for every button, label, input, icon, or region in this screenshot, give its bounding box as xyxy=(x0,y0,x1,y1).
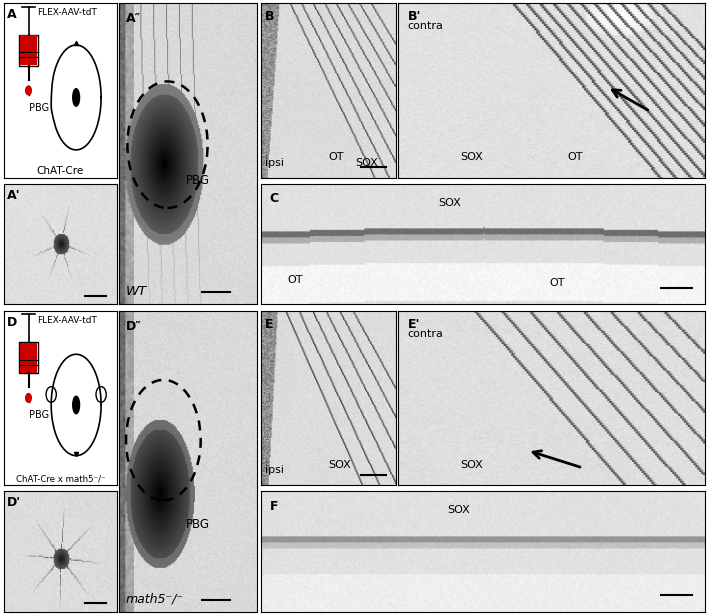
Bar xyxy=(19,34,38,66)
Text: D″: D″ xyxy=(126,320,142,333)
Text: SOX: SOX xyxy=(328,460,351,470)
Text: SOX: SOX xyxy=(439,197,462,208)
Circle shape xyxy=(26,86,31,95)
Text: A: A xyxy=(7,9,16,22)
Text: FLEX-AAV-tdT: FLEX-AAV-tdT xyxy=(38,9,97,17)
Text: OT: OT xyxy=(567,153,583,162)
Text: PBG: PBG xyxy=(28,103,49,113)
Text: SOX: SOX xyxy=(355,157,378,168)
Bar xyxy=(19,342,38,373)
Text: SOX: SOX xyxy=(460,153,483,162)
Text: ipsi: ipsi xyxy=(265,465,284,475)
Text: E: E xyxy=(265,317,274,331)
Ellipse shape xyxy=(73,89,79,106)
Text: A″: A″ xyxy=(126,12,141,25)
Text: PBG: PBG xyxy=(186,518,209,531)
Text: B': B' xyxy=(408,10,421,23)
Text: E': E' xyxy=(408,317,420,331)
Text: OT: OT xyxy=(328,153,344,162)
Text: B: B xyxy=(265,10,274,23)
Text: D: D xyxy=(7,316,17,329)
Text: C: C xyxy=(270,192,279,205)
Bar xyxy=(20,36,37,65)
Bar xyxy=(20,343,37,373)
Text: ipsi: ipsi xyxy=(265,157,284,168)
Ellipse shape xyxy=(73,396,79,414)
Text: contra: contra xyxy=(408,22,444,31)
Text: WT: WT xyxy=(126,285,147,298)
Text: math5⁻/⁻: math5⁻/⁻ xyxy=(126,593,184,606)
Text: OT: OT xyxy=(288,275,303,285)
Text: ChAT-Cre x math5⁻/⁻: ChAT-Cre x math5⁻/⁻ xyxy=(16,475,105,484)
Text: OT: OT xyxy=(550,279,565,288)
Text: FLEX-AAV-tdT: FLEX-AAV-tdT xyxy=(38,316,97,325)
Text: PBG: PBG xyxy=(186,174,209,187)
Text: SOX: SOX xyxy=(460,460,483,470)
Text: D': D' xyxy=(7,496,21,509)
Text: F: F xyxy=(270,500,279,513)
Text: SOX: SOX xyxy=(447,505,470,515)
Text: contra: contra xyxy=(408,329,444,339)
Circle shape xyxy=(26,394,31,402)
Text: PBG: PBG xyxy=(28,410,49,420)
Text: A': A' xyxy=(7,189,21,202)
Text: ChAT-Cre: ChAT-Cre xyxy=(37,167,84,177)
